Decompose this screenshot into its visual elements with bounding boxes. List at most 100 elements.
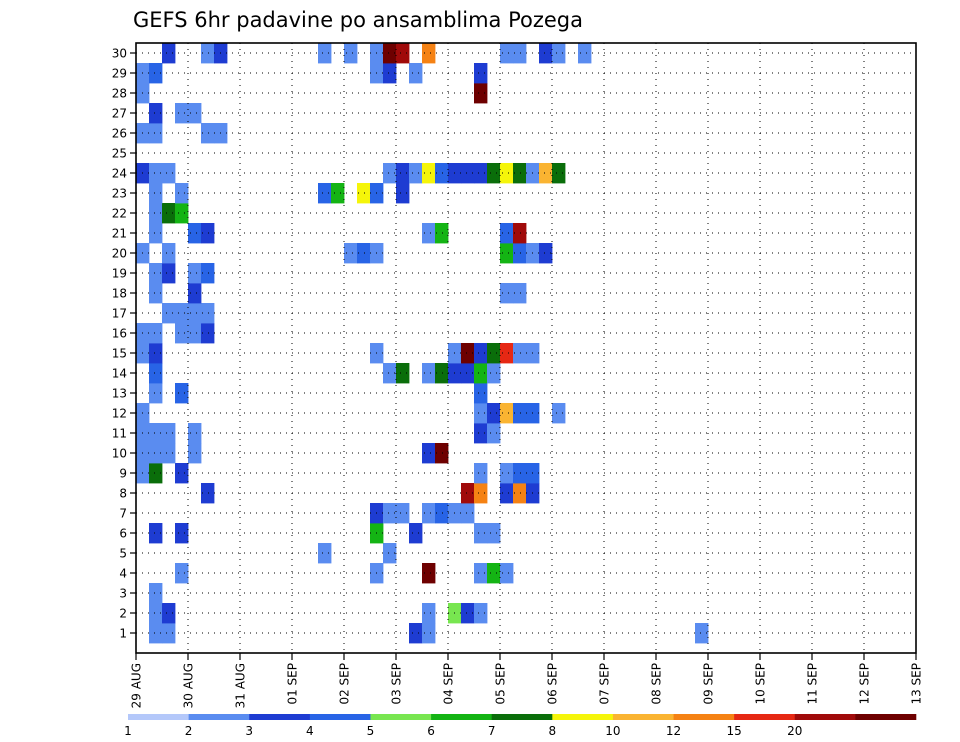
heatmap-cell <box>383 63 397 84</box>
heatmap-cell <box>175 463 189 484</box>
y-tick-label: 6 <box>119 527 127 541</box>
axes: 1234567891011121314151617181920212223242… <box>112 42 924 708</box>
y-tick-label: 13 <box>112 387 127 401</box>
colorbar-label: 8 <box>548 724 556 738</box>
y-tick-label: 29 <box>112 67 127 81</box>
colorbar-label: 15 <box>727 724 742 738</box>
heatmap-cell <box>422 443 436 464</box>
heatmap-cell <box>435 223 449 244</box>
heatmap-cell <box>318 183 332 204</box>
heatmap-cell <box>513 243 527 264</box>
heatmap-cell <box>149 323 163 344</box>
heatmap-cell <box>149 203 163 224</box>
heatmap-cell <box>409 63 423 84</box>
heatmap-cell <box>149 603 163 624</box>
heatmap-cell <box>500 483 514 504</box>
heatmap-cell <box>409 623 423 644</box>
heatmap-cell <box>539 163 553 184</box>
y-tick-label: 27 <box>112 107 127 121</box>
colorbar-swatch <box>249 714 311 720</box>
heatmap-cell <box>318 543 332 564</box>
heatmap-cell <box>149 63 163 84</box>
heatmap-cell <box>383 43 397 64</box>
heatmap-cell <box>474 423 488 444</box>
heatmap-cell <box>500 163 514 184</box>
colorbar-swatch <box>552 714 614 720</box>
heatmap-cell <box>396 43 410 64</box>
colorbar-swatch <box>794 714 856 720</box>
colorbar: 1 2 3 4 5 6 7 8 10 12 15 20 <box>124 714 917 738</box>
x-tick-label: 11 SEP <box>806 663 820 705</box>
heatmap-cell <box>487 563 501 584</box>
heatmap-cell <box>383 363 397 384</box>
heatmap-cell <box>175 183 189 204</box>
heatmap-cell <box>500 463 514 484</box>
colorbar-swatch <box>855 714 917 720</box>
heatmap-cell <box>422 623 436 644</box>
heatmap-cell <box>409 523 423 544</box>
heatmap-cell <box>539 43 553 64</box>
x-tick-label: 05 SEP <box>494 663 508 705</box>
heatmap-cell <box>201 223 215 244</box>
heatmap-cell <box>201 43 215 64</box>
heatmap-cell <box>474 63 488 84</box>
y-tick-label: 23 <box>112 187 127 201</box>
heatmap-cell <box>422 43 436 64</box>
heatmap-cell <box>695 623 709 644</box>
y-tick-label: 8 <box>119 487 127 501</box>
heatmap-cell <box>162 43 176 64</box>
x-tick-label: 04 SEP <box>442 663 456 705</box>
heatmap-cell <box>461 343 475 364</box>
y-tick-label: 7 <box>119 507 127 521</box>
heatmap-cell <box>513 43 527 64</box>
heatmap-cell <box>162 623 176 644</box>
heatmap-cell <box>188 223 202 244</box>
colorbar-label: 3 <box>245 724 253 738</box>
heatmap-cell <box>513 283 527 304</box>
heatmap-cell <box>149 283 163 304</box>
heatmap-cell <box>201 123 215 144</box>
heatmap-cell <box>162 443 176 464</box>
colorbar-label: 7 <box>488 724 496 738</box>
heatmap-cell <box>162 603 176 624</box>
heatmap-cell <box>175 383 189 404</box>
heatmap-cell <box>162 203 176 224</box>
heatmap-cell <box>396 503 410 524</box>
x-tick-label: 30 AUG <box>182 663 196 708</box>
heatmap-cell <box>552 403 566 424</box>
heatmap-cell <box>149 103 163 124</box>
heatmap-cell <box>487 343 501 364</box>
heatmap-cell <box>422 563 436 584</box>
heatmap-cell <box>149 183 163 204</box>
heatmap-cell <box>500 223 514 244</box>
heatmap-cell <box>149 623 163 644</box>
heatmap-cell <box>422 363 436 384</box>
heatmap-cell <box>188 103 202 124</box>
colorbar-label: 1 <box>124 724 132 738</box>
heatmap-cell <box>461 363 475 384</box>
y-tick-label: 16 <box>112 327 127 341</box>
y-tick-label: 1 <box>119 627 127 641</box>
y-tick-label: 19 <box>112 267 127 281</box>
heatmap-cell <box>149 343 163 364</box>
x-tick-label: 13 SEP <box>910 663 924 705</box>
y-tick-label: 26 <box>112 127 127 141</box>
heatmap-cell <box>422 163 436 184</box>
heatmap-cell <box>331 183 345 204</box>
heatmap-cell <box>539 243 553 264</box>
y-tick-label: 25 <box>112 147 127 161</box>
heatmap-cell <box>175 203 189 224</box>
heatmap-cell <box>461 603 475 624</box>
colorbar-swatch <box>734 714 796 720</box>
heatmap-cell <box>513 483 527 504</box>
y-tick-label: 11 <box>112 427 127 441</box>
heatmap-cell <box>474 563 488 584</box>
heatmap-cell <box>188 283 202 304</box>
heatmap-cell <box>188 323 202 344</box>
heatmap-cell <box>435 163 449 184</box>
heatmap-cell <box>383 163 397 184</box>
y-tick-label: 15 <box>112 347 127 361</box>
x-tick-label: 03 SEP <box>390 663 404 705</box>
heatmap-cell <box>435 443 449 464</box>
